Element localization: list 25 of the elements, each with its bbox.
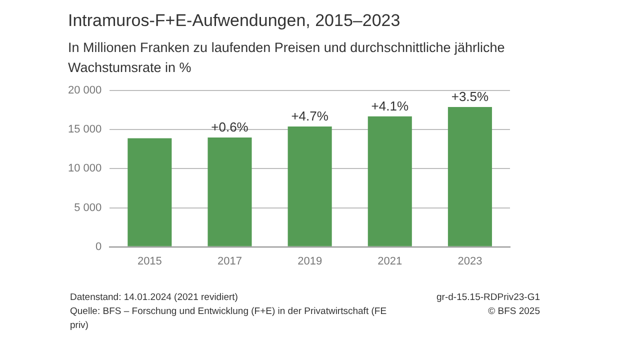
x-tick-label: 2017 (218, 255, 242, 268)
bar (128, 138, 172, 246)
bar (448, 107, 492, 246)
chart-subtitle: In Millionen Franken zu laufenden Preisen und durchschnittliche jährliche Wachstumsrate in % (68, 39, 506, 77)
text: © BFS 2025 (487, 305, 540, 319)
annotation: +4.1% (371, 98, 409, 114)
y-tick-label: 0 (96, 240, 102, 253)
annotation: +0.6% (211, 120, 249, 135)
x-tick-label: 2019 (298, 255, 322, 268)
bar (288, 126, 332, 246)
bar (208, 137, 252, 246)
y-tick-label: 15 000 (68, 124, 102, 136)
chart-title: Intramuros-F+E-Aufwendungen, 2015–2023 (68, 11, 400, 31)
x-tick-label: 2023 (458, 255, 482, 268)
annotation: +4.7% (291, 108, 329, 124)
x-tick-label: 2021 (378, 255, 402, 268)
text: Datenstand: 14.01.2024 (2021 revidiert) (70, 291, 239, 305)
annotation: +3.5% (451, 89, 490, 104)
y-tick-label: 5 000 (74, 202, 102, 214)
bar (368, 116, 412, 246)
y-tick-label: 20 000 (68, 84, 102, 97)
source-note: Quelle: BFS – Forschung und Entwicklung (F+E) in der Privatwirtschaft (FE priv) (70, 305, 388, 333)
text: gr-d-15.15-RDPriv23-G1 (436, 291, 540, 305)
x-tick-label: 2015 (137, 255, 162, 268)
y-tick-label: 10 000 (68, 162, 102, 175)
